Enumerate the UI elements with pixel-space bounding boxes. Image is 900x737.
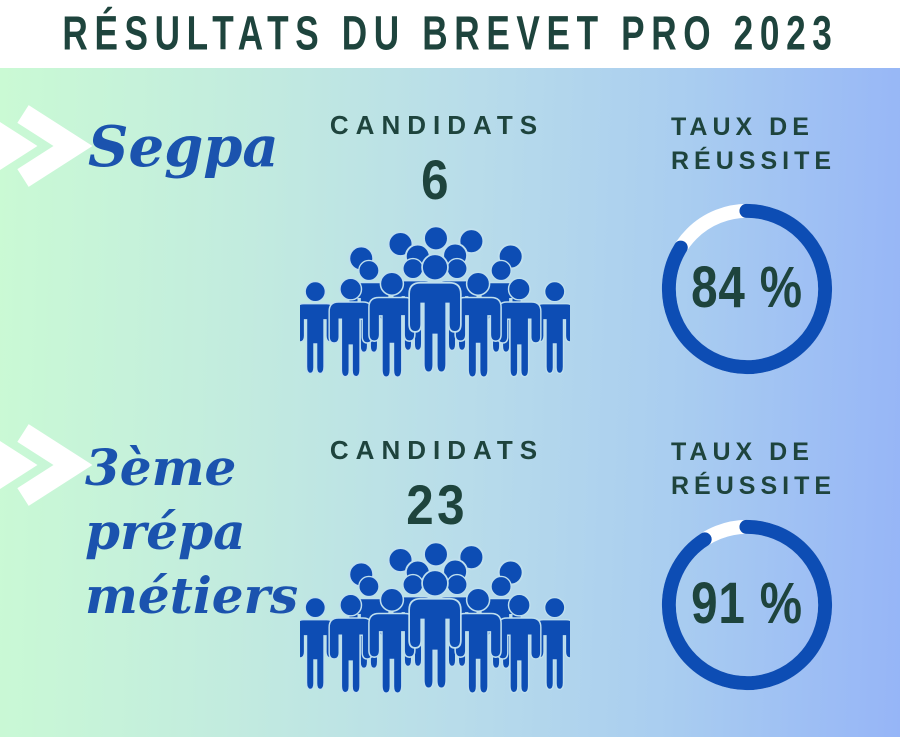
candidates-heading: CANDIDATS xyxy=(329,435,545,465)
chevron-right-icon xyxy=(0,424,93,506)
rate-value: 91 % xyxy=(691,571,803,637)
row-label-line: métiers xyxy=(85,566,299,625)
crowd-icon xyxy=(300,541,570,694)
candidates-count: 6 xyxy=(421,148,453,211)
donut-chart-icon xyxy=(661,519,833,691)
row-label-line: prépa xyxy=(85,502,246,561)
rate-heading-line2: RÉUSSITE xyxy=(671,472,837,500)
header-bar: RÉSULTATS DU BREVET PRO 2023 xyxy=(0,0,900,68)
rate-heading: TAUX DE RÉUSSITE xyxy=(671,435,836,503)
row-label-line: 3ème xyxy=(85,438,237,497)
rate-value: 84 % xyxy=(691,255,803,321)
row-label-3eme-prepa-metiers: 3ème prépa métiers xyxy=(85,436,298,628)
candidates-block: CANDIDATS 6 xyxy=(302,110,572,212)
success-rate-donut: 84 % xyxy=(654,196,840,382)
rate-heading-line1: TAUX DE xyxy=(671,113,814,141)
rate-heading-line1: TAUX DE xyxy=(671,438,814,466)
candidates-count: 23 xyxy=(406,473,468,536)
page-title: RÉSULTATS DU BREVET PRO 2023 xyxy=(61,6,839,60)
candidates-heading: CANDIDATS xyxy=(329,110,545,140)
success-rate-donut: 91 % xyxy=(654,512,840,698)
crowd-icon xyxy=(300,225,570,378)
chevron-right-icon xyxy=(0,105,93,187)
rate-heading-line2: RÉUSSITE xyxy=(671,147,837,175)
row-label-segpa: Segpa xyxy=(88,116,279,178)
candidates-block: CANDIDATS 23 xyxy=(302,435,572,537)
donut-chart-icon xyxy=(661,203,833,375)
row-label-line: Segpa xyxy=(88,114,279,180)
rate-heading: TAUX DE RÉUSSITE xyxy=(671,110,836,178)
